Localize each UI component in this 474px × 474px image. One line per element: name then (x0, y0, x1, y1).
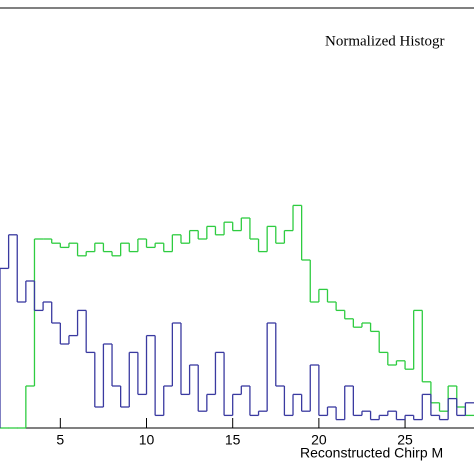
x-tick-label: 20 (311, 432, 327, 448)
x-tick-label: 25 (397, 432, 413, 448)
x-tick-label: 5 (56, 432, 64, 448)
chart-title: Normalized Histogr (325, 33, 445, 49)
x-tick-label: 15 (225, 432, 241, 448)
x-tick-label: 10 (139, 432, 155, 448)
x-axis-label: Reconstructed Chirp M (300, 445, 443, 461)
